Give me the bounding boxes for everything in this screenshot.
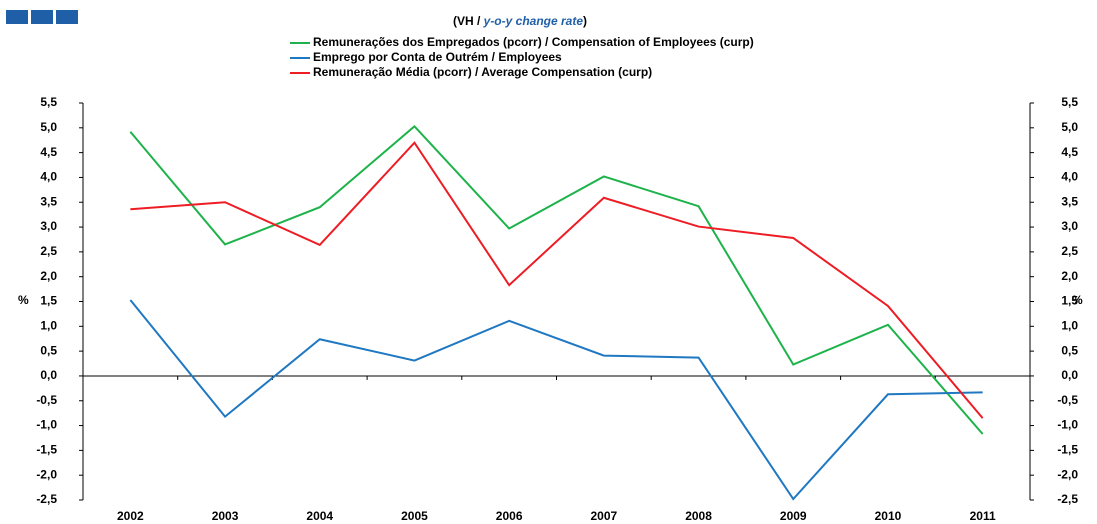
y2-tick-label: 0,0 [1061, 368, 1078, 382]
y-tick-label: -1,5 [36, 443, 57, 457]
y2-tick-label: 0,5 [1061, 343, 1078, 357]
y2-tick-label: 2,5 [1061, 244, 1078, 258]
y2-tick-label: 1,5 [1061, 294, 1078, 308]
y2-tick-label: -2,5 [1057, 492, 1078, 506]
y-tick-label: 1,5 [40, 294, 57, 308]
y-tick-label: 2,5 [40, 244, 57, 258]
series-line [130, 141, 984, 419]
y-tick-label: 3,0 [40, 219, 57, 233]
chart-subtitle: (VH / y-o-y change rate) [453, 14, 587, 28]
y-tick-label: 2,0 [40, 269, 57, 283]
x-tick-label: 2003 [212, 509, 239, 523]
y2-tick-label: 2,0 [1061, 269, 1078, 283]
y2-tick-label: 3,5 [1061, 194, 1078, 208]
x-tick-label: 2011 [970, 509, 996, 523]
x-tick-label: 2004 [306, 509, 333, 523]
x-tick-label: 2010 [875, 509, 902, 523]
y-tick-label: 0,5 [40, 343, 57, 357]
x-tick-label: 2009 [780, 509, 807, 523]
y-tick-label: 4,5 [40, 145, 57, 159]
y-tick-label: 0,0 [40, 368, 57, 382]
subtitle-part: (VH / [453, 14, 484, 28]
y-tick-label: 5,0 [40, 120, 57, 134]
y-tick-label: 1,0 [40, 318, 57, 332]
legend-label: Emprego por Conta de Outrém / Employees [313, 50, 562, 64]
y-tick-label: -2,0 [36, 467, 57, 481]
x-tick-label: 2007 [590, 509, 617, 523]
legend-label: Remuneração Média (pcorr) / Average Comp… [313, 65, 652, 79]
y2-tick-label: -1,5 [1057, 443, 1078, 457]
logo-block [6, 10, 28, 24]
y2-tick-label: -2,0 [1057, 467, 1078, 481]
y2-tick-label: 5,5 [1061, 95, 1078, 109]
subtitle-part: ) [583, 14, 587, 28]
legend-label: Remunerações dos Empregados (pcorr) / Co… [313, 35, 754, 49]
logo-block [31, 10, 53, 24]
y-tick-label: 5,5 [40, 95, 57, 109]
y-tick-label: 3,5 [40, 194, 57, 208]
logo-block [56, 10, 78, 24]
x-tick-label: 2005 [401, 509, 428, 523]
y2-tick-label: 1,0 [1061, 318, 1078, 332]
x-tick-label: 2008 [685, 509, 712, 523]
y-tick-label: 4,0 [40, 170, 57, 184]
y-tick-label: -2,5 [36, 492, 57, 506]
y-axis-label: % [18, 293, 29, 307]
y2-tick-label: 4,0 [1061, 170, 1078, 184]
y2-axis-label: % [1072, 293, 1083, 307]
y2-tick-label: -0,5 [1057, 393, 1078, 407]
x-tick-label: 2002 [117, 509, 144, 523]
y2-tick-label: -1,0 [1057, 418, 1078, 432]
x-tick-label: 2006 [496, 509, 523, 523]
y-tick-label: -0,5 [36, 393, 57, 407]
y2-tick-label: 5,0 [1061, 120, 1078, 134]
y2-tick-label: 3,0 [1061, 219, 1078, 233]
subtitle-part: y-o-y change rate [483, 14, 584, 28]
y2-tick-label: 4,5 [1061, 145, 1078, 159]
series-line [129, 124, 984, 435]
series-line [129, 299, 983, 501]
y-tick-label: -1,0 [36, 418, 57, 432]
